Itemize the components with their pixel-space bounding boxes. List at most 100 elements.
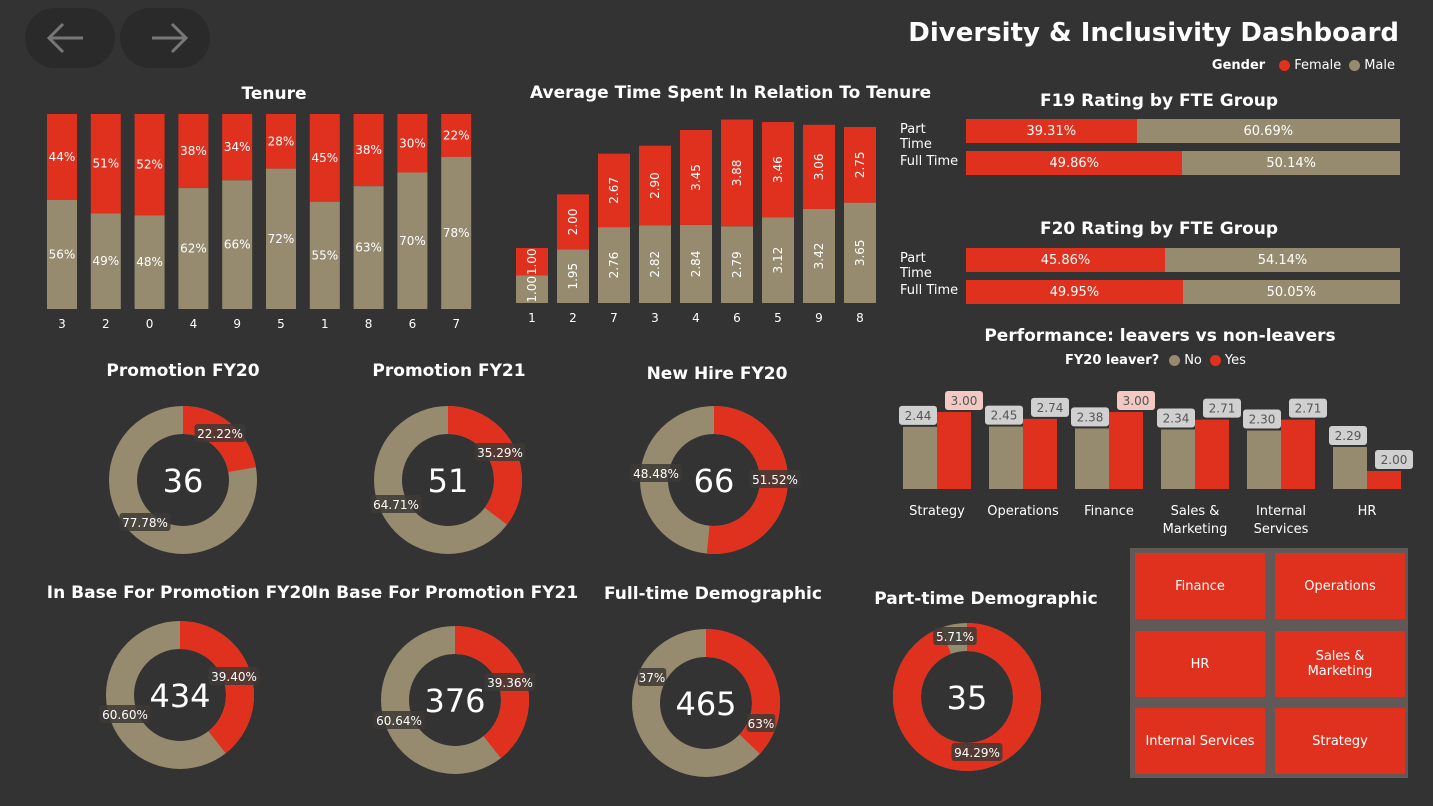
tenure-tick-label: 7 (452, 317, 460, 331)
f20-title: F20 Rating by FTE Group (1039, 219, 1279, 239)
perf-yes-label-bg (1031, 397, 1069, 417)
arrow-right-icon (152, 22, 189, 54)
tenure-female-bar (90, 114, 121, 214)
avg-male-label: 3.12 (771, 247, 785, 274)
tenure-tick-label: 4 (190, 317, 198, 331)
perf-category-label: HR (1358, 504, 1377, 519)
perf-category-label: Internal (1256, 504, 1306, 519)
tenure-female-bar (134, 114, 165, 216)
perf-yes-bar (1367, 471, 1401, 489)
avg-male-bar (803, 208, 835, 303)
forward-button[interactable] (120, 8, 210, 68)
promo21-center-value: 51 (428, 462, 469, 500)
base21-female-label: 39.36% (487, 676, 533, 690)
tenure-female-bar (178, 114, 209, 189)
tenure-male-bar (309, 201, 340, 309)
slicer-tile-sales-marketing[interactable]: Sales & Marketing (1275, 631, 1405, 697)
promo20-female-label: 22.22% (197, 427, 243, 441)
tenure-chart: 44%56%351%49%252%48%038%62%434%66%928%72… (47, 114, 472, 331)
newhire20-female-label: 51.52% (752, 473, 798, 487)
avg-female-label: 2.90 (648, 172, 662, 199)
avg-male-label: 3.65 (853, 239, 867, 266)
tenure-tick-label: 2 (102, 317, 110, 331)
tenure-male-label: 62% (180, 242, 207, 256)
gender-legend: Gender Female Male (1212, 58, 1395, 73)
avg-male-label: 2.79 (730, 251, 744, 278)
avg-male-bar (721, 226, 753, 303)
performance-title: Performance: leavers vs non-leavers (984, 326, 1336, 346)
parttime-male-label: 5.71% (936, 630, 974, 644)
avg-tick-label: 8 (856, 311, 864, 325)
tenure-female-label: 38% (355, 143, 382, 157)
tenure-male-bar (222, 180, 253, 309)
perf-yes-label-bg (945, 391, 983, 410)
slicer-tile-internal-services[interactable]: Internal Services (1135, 708, 1265, 774)
tenure-female-label: 34% (224, 140, 251, 154)
slicer-tile-label: Internal Services (1145, 733, 1255, 749)
avg-female-bar (680, 130, 712, 225)
avg-time-chart: 1.001.00 1 1.95 2.00 2 2.76 2.67 7 2.82 2.90 3 2.84… (516, 119, 876, 325)
base21-male-label: 60.64% (376, 714, 422, 728)
tenure-tick-label: 3 (58, 317, 66, 331)
perf-no-label: 2.30 (1249, 413, 1276, 427)
performance-chart: 2.44 3.00 Strategy 2.45 2.74 Operations 2.38 3.… (899, 391, 1413, 537)
slicer-tile-label: Strategy (1312, 733, 1368, 749)
tenure-male-label: 66% (224, 238, 251, 252)
perf-yes-label: 3.00 (951, 394, 978, 408)
newhire20-female-label-bg (749, 470, 801, 488)
avg-tick-label: 7 (610, 311, 618, 325)
avg-female-bar (762, 122, 794, 218)
perf-no-label: 2.34 (1163, 411, 1190, 425)
avg-male-bar (557, 249, 589, 303)
leaver-legend-title: FY20 leaver? (1065, 353, 1160, 368)
perf-yes-label-bg (1375, 450, 1413, 469)
tenure-tick-label: 5 (277, 317, 285, 331)
perf-no-label-bg (1329, 426, 1367, 445)
tenure-male-label: 49% (92, 254, 119, 268)
dashboard-title: Diversity & Inclusivity Dashboard (908, 18, 1399, 48)
avg-female-bar (557, 194, 589, 250)
base20-center-value: 434 (149, 677, 210, 715)
tenure-male-label: 63% (355, 241, 382, 255)
perf-no-bar (1161, 429, 1195, 489)
fte-group-label: Part Time (900, 251, 932, 281)
slicer-tile-strategy[interactable]: Strategy (1275, 708, 1405, 774)
fte-bar-row: Part Time 39.31% 60.69% (900, 119, 1400, 152)
tenure-female-bar (266, 114, 296, 169)
base20-title: In Base For Promotion FY20 (46, 583, 314, 603)
perf-yes-bar (1281, 419, 1315, 489)
fte-group-label: Part Time (900, 122, 932, 152)
avg-male-bar (762, 217, 794, 303)
promo20-male-label-bg (119, 513, 171, 531)
avg-female-label: 3.06 (812, 154, 826, 181)
perf-no-bar (1075, 428, 1109, 489)
perf-yes-label-bg (1117, 391, 1155, 410)
newhire20-male-label-bg (630, 464, 682, 482)
base21-title: In Base For Promotion FY21 (311, 583, 579, 603)
avg-female-label: 2.75 (853, 151, 867, 178)
base20-male-label-bg (99, 705, 151, 723)
slicer-tile-operations[interactable]: Operations (1275, 553, 1405, 619)
tenure-female-label: 38% (180, 144, 207, 158)
avg-tick-label: 4 (692, 311, 700, 325)
fte-male-bar: 50.14% (1182, 151, 1400, 175)
perf-no-label: 2.45 (991, 409, 1018, 423)
no-legend-label: No (1184, 353, 1202, 368)
slicer-tile-finance[interactable]: Finance (1135, 553, 1265, 619)
fulltime-male-label: 63% (748, 717, 775, 731)
avg-female-label: 3.45 (689, 164, 703, 191)
avg-tick-label: 5 (774, 311, 782, 325)
perf-category-label: Services (1254, 522, 1309, 537)
base20-male-label: 60.60% (102, 708, 148, 722)
slicer-tile-label: Operations (1304, 578, 1376, 594)
base21-female-slice (381, 626, 529, 774)
fte-female-bar: 49.95% (966, 280, 1183, 304)
perf-category-label: Marketing (1163, 522, 1228, 537)
fte-group-label: Full Time (900, 283, 959, 298)
tenure-male-bar (178, 188, 209, 309)
back-button[interactable] (25, 8, 115, 68)
tenure-female-label: 51% (92, 157, 119, 171)
avg-tick-label: 6 (733, 311, 741, 325)
slicer-tile-hr[interactable]: HR (1135, 631, 1265, 697)
parttime-female-label: 94.29% (954, 746, 1000, 760)
